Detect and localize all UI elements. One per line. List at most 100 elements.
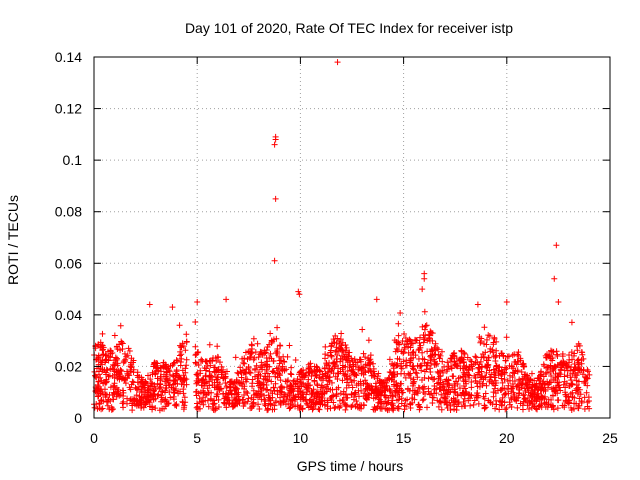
data-point xyxy=(288,382,295,389)
data-point xyxy=(200,389,207,396)
data-point xyxy=(575,366,582,373)
data-point xyxy=(226,379,233,386)
data-point xyxy=(206,378,213,385)
data-point xyxy=(453,406,460,413)
data-point xyxy=(381,392,388,399)
data-point xyxy=(271,369,278,376)
x-tick-label: 5 xyxy=(193,430,201,446)
data-point xyxy=(196,395,203,402)
data-point xyxy=(98,397,105,404)
data-point xyxy=(475,400,482,407)
data-point xyxy=(104,398,111,405)
data-point xyxy=(319,384,326,391)
data-point xyxy=(97,358,104,365)
data-point xyxy=(580,355,587,362)
data-point xyxy=(394,355,401,362)
data-point xyxy=(475,364,482,371)
data-point xyxy=(227,387,234,394)
data-point xyxy=(307,404,314,411)
data-point xyxy=(407,370,414,377)
data-point xyxy=(162,364,169,371)
data-point xyxy=(96,401,103,408)
data-point xyxy=(557,360,564,367)
data-point xyxy=(95,371,102,378)
data-point xyxy=(362,393,369,400)
data-point xyxy=(348,390,355,397)
data-point xyxy=(529,383,536,390)
data-point xyxy=(194,403,201,410)
data-point xyxy=(292,381,299,388)
data-point xyxy=(465,397,472,404)
data-point xyxy=(516,376,523,383)
data-point xyxy=(575,378,582,385)
data-point xyxy=(515,358,522,365)
data-point xyxy=(304,401,311,408)
data-point xyxy=(581,405,588,412)
data-point xyxy=(506,372,513,379)
data-point xyxy=(388,397,395,404)
data-point xyxy=(238,374,245,381)
data-point xyxy=(150,361,157,368)
data-point xyxy=(343,356,350,363)
data-point xyxy=(420,331,427,338)
data-point xyxy=(276,372,283,379)
data-point xyxy=(298,373,305,380)
data-point xyxy=(330,336,337,343)
data-point xyxy=(541,363,548,370)
data-point xyxy=(118,338,125,345)
data-point xyxy=(468,384,475,391)
data-point xyxy=(335,403,342,410)
x-tick-label: 0 xyxy=(90,430,98,446)
data-point xyxy=(434,368,441,375)
data-point xyxy=(170,360,177,367)
data-point xyxy=(555,382,562,389)
data-point xyxy=(488,371,495,378)
y-tick-label: 0.08 xyxy=(55,204,82,220)
data-point xyxy=(526,406,533,413)
data-point xyxy=(480,393,487,400)
data-point xyxy=(211,368,218,375)
data-point xyxy=(514,351,521,358)
data-point xyxy=(473,394,480,401)
y-tick-label: 0.04 xyxy=(55,307,82,323)
data-point xyxy=(448,365,455,372)
data-point xyxy=(540,378,547,385)
data-point xyxy=(461,402,468,409)
data-point xyxy=(441,363,448,370)
data-point xyxy=(575,405,582,412)
data-point xyxy=(342,406,349,413)
data-point xyxy=(549,402,556,409)
data-point xyxy=(340,388,347,395)
data-point xyxy=(349,366,356,373)
data-point xyxy=(553,242,560,249)
data-point xyxy=(571,350,578,357)
data-point xyxy=(407,337,414,344)
data-point xyxy=(306,365,313,372)
data-point xyxy=(146,396,153,403)
data-point xyxy=(218,369,225,376)
data-point xyxy=(530,401,537,408)
data-point xyxy=(464,354,471,361)
data-point xyxy=(362,377,369,384)
data-point xyxy=(416,334,423,341)
data-point xyxy=(176,322,183,329)
data-point xyxy=(388,401,395,408)
data-point xyxy=(221,400,228,407)
data-point xyxy=(124,370,131,377)
data-point xyxy=(222,370,229,377)
y-tick-label: 0.12 xyxy=(55,101,82,117)
data-point xyxy=(195,378,202,385)
data-point xyxy=(542,403,549,410)
data-point xyxy=(395,396,402,403)
data-point xyxy=(292,403,299,410)
data-point xyxy=(343,344,350,351)
data-point xyxy=(282,391,289,398)
data-point xyxy=(286,405,293,412)
data-point xyxy=(424,348,431,355)
data-point xyxy=(334,59,341,66)
data-point xyxy=(297,402,304,409)
data-point xyxy=(301,374,308,381)
data-point xyxy=(212,405,219,412)
data-point xyxy=(157,380,164,387)
data-point xyxy=(396,341,403,348)
